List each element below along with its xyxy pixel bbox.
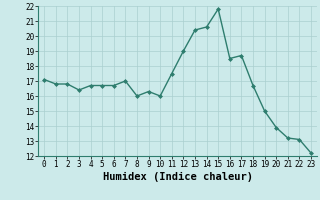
X-axis label: Humidex (Indice chaleur): Humidex (Indice chaleur) (103, 172, 252, 182)
